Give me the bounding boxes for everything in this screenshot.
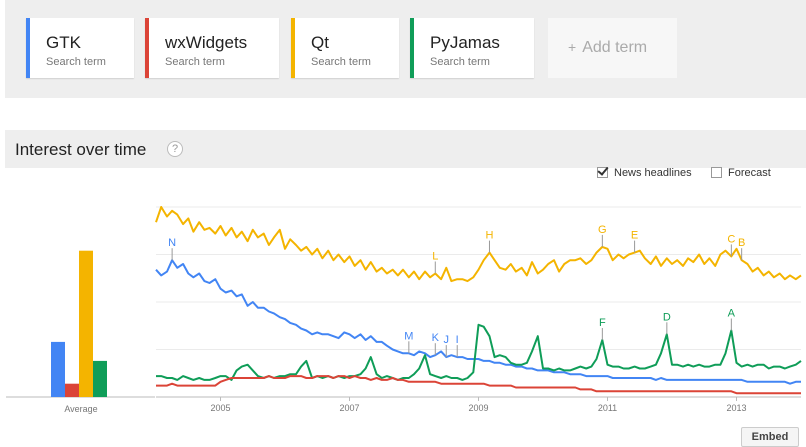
checkbox-checked-icon[interactable] — [597, 166, 608, 178]
average-bar-chart: Average — [6, 250, 155, 414]
line-series-wxwidgets — [156, 375, 801, 395]
section-title: Interest over time — [15, 140, 147, 159]
term-color-bar — [410, 18, 414, 78]
annotation-letter: D — [663, 311, 671, 323]
term-subtitle: Search term — [46, 56, 106, 68]
checkbox-unchecked-icon[interactable] — [711, 166, 722, 178]
annotation-letter: G — [598, 224, 607, 236]
avg-bar-qt — [79, 250, 93, 397]
news-annotations: N M K J I L H G E C B F D A — [168, 224, 745, 358]
annotation-letter: B — [738, 237, 745, 249]
term-color-bar — [26, 18, 30, 78]
plus-icon: + — [568, 39, 577, 55]
annotation-letter: H — [485, 230, 493, 242]
term-card-qt[interactable]: Qt Search term — [291, 18, 399, 78]
annotation-letter: C — [727, 233, 735, 245]
term-subtitle: Search term — [430, 56, 490, 68]
forecast-toggle[interactable]: Forecast — [711, 166, 771, 180]
term-name: GTK — [46, 33, 81, 52]
line-series-pyjamas — [156, 323, 802, 381]
x-tick-label: 2009 — [468, 403, 488, 413]
annotation-letter: F — [599, 317, 606, 329]
avg-category-label: Average — [64, 404, 97, 414]
news-headlines-label: News headlines — [614, 167, 692, 179]
x-tick-label: 2011 — [598, 403, 617, 413]
x-tick-label: 2013 — [726, 403, 746, 413]
x-tick-label: 2007 — [339, 403, 359, 413]
forecast-label: Forecast — [728, 167, 771, 179]
x-tick-label: 2005 — [210, 403, 230, 413]
avg-bar-wxwidgets — [65, 383, 79, 397]
annotation-letter: A — [728, 308, 736, 320]
term-name: Qt — [311, 33, 329, 52]
term-color-bar — [291, 18, 295, 78]
term-card-wxwidgets[interactable]: wxWidgets Search term — [145, 18, 279, 78]
term-name: PyJamas — [430, 33, 500, 52]
search-terms-bar: GTK Search term wxWidgets Search term Qt… — [5, 0, 806, 98]
term-subtitle: Search term — [311, 56, 371, 68]
news-headlines-toggle[interactable]: News headlines — [597, 166, 692, 180]
annotation-letter: N — [168, 237, 176, 249]
chart-grid — [156, 206, 801, 350]
term-name: wxWidgets — [165, 33, 248, 52]
term-color-bar — [145, 18, 149, 78]
annotation-letter: J — [444, 334, 450, 346]
embed-button[interactable]: Embed — [741, 427, 799, 447]
annotation-letter: K — [432, 332, 440, 344]
line-series-gtk — [155, 259, 801, 385]
interest-over-time-header: Interest over time ? — [5, 130, 806, 168]
term-subtitle: Search term — [165, 56, 225, 68]
line-series-qt — [155, 206, 802, 283]
term-card-pyjamas[interactable]: PyJamas Search term — [410, 18, 534, 78]
avg-bar-gtk — [51, 341, 65, 397]
annotation-letter: I — [456, 334, 459, 346]
help-icon[interactable]: ? — [167, 141, 183, 157]
x-axis: 2005 2007 2009 2011 2013 — [156, 396, 801, 413]
annotation-letter: E — [631, 230, 638, 242]
avg-bar-pyjamas — [93, 360, 107, 397]
add-term-button[interactable]: + Add term — [548, 18, 677, 78]
annotation-letter: M — [404, 330, 413, 342]
annotation-letter: L — [432, 251, 438, 263]
add-term-label: Add term — [582, 39, 648, 56]
trend-lines — [155, 206, 802, 395]
term-card-gtk[interactable]: GTK Search term — [26, 18, 134, 78]
